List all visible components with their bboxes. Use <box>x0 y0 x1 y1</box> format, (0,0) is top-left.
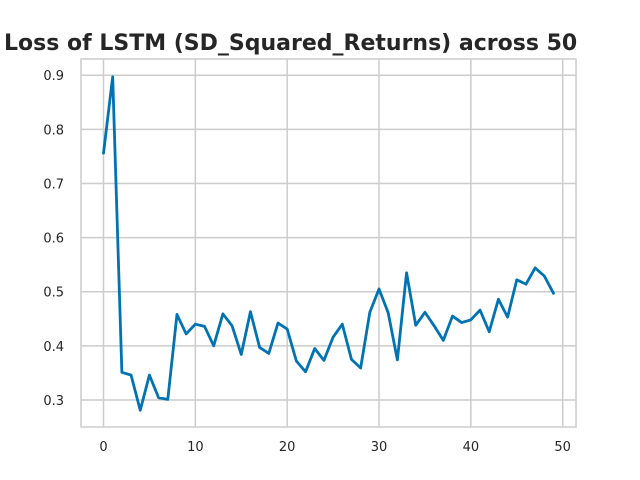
data-point <box>432 324 436 327</box>
data-point <box>102 151 105 155</box>
data-point <box>129 373 133 377</box>
x-axis: 0 10 20 30 40 50 <box>99 440 571 455</box>
data-point <box>414 324 417 327</box>
data-point <box>506 315 509 319</box>
data-point <box>359 366 362 370</box>
data-point <box>460 321 463 324</box>
data-point <box>175 313 179 316</box>
x-tick-label: 50 <box>554 440 571 455</box>
series-line-0 <box>102 75 555 412</box>
data-point <box>552 292 555 295</box>
x-tick-label: 20 <box>279 440 296 455</box>
data-point <box>368 311 372 314</box>
series-layer <box>102 75 555 412</box>
data-point <box>194 322 197 326</box>
x-tick-label: 10 <box>187 440 204 455</box>
data-point <box>111 75 114 79</box>
data-point <box>524 282 528 286</box>
data-point <box>322 359 326 362</box>
data-point <box>212 344 215 348</box>
data-point <box>341 322 344 326</box>
data-point <box>157 396 160 399</box>
data-point <box>120 371 124 374</box>
data-point <box>221 312 225 316</box>
data-point <box>488 330 491 333</box>
data-point <box>240 353 243 356</box>
data-point <box>295 359 298 363</box>
data-point <box>139 409 142 412</box>
data-point <box>230 324 234 327</box>
data-point <box>442 339 445 342</box>
data-point <box>451 314 454 318</box>
data-point <box>543 274 546 278</box>
data-point <box>469 318 473 322</box>
data-point <box>166 398 169 401</box>
data-point <box>377 287 381 291</box>
y-tick-label: 0.5 <box>43 286 64 301</box>
y-tick-label: 0.3 <box>43 394 64 409</box>
x-tick-label: 30 <box>371 440 388 455</box>
data-point <box>203 325 206 328</box>
data-point <box>249 310 252 313</box>
data-point <box>304 370 307 373</box>
data-point <box>533 266 537 270</box>
y-tick-label: 0.9 <box>43 69 64 84</box>
data-point <box>184 332 188 336</box>
data-point <box>386 311 390 315</box>
y-tick-label: 0.7 <box>43 177 64 192</box>
y-tick-label: 0.6 <box>43 232 64 247</box>
data-point <box>515 278 518 281</box>
data-point <box>497 298 500 301</box>
data-point <box>313 347 316 350</box>
x-tick-label: 40 <box>463 440 480 455</box>
chart-title: Loss of LSTM (SD_Squared_Returns) across… <box>4 31 577 56</box>
data-point <box>258 346 261 349</box>
plot-frame <box>80 58 577 428</box>
data-point <box>478 308 482 312</box>
y-tick-label: 0.4 <box>43 340 64 355</box>
data-point <box>423 311 427 314</box>
data-point <box>331 335 335 339</box>
y-axis: 0.3 0.4 0.5 0.6 0.7 0.8 0.9 <box>43 69 64 409</box>
x-tick-label: 0 <box>99 440 107 455</box>
data-point <box>350 358 353 361</box>
data-point <box>285 327 289 331</box>
data-point <box>148 373 151 377</box>
data-point <box>405 271 408 274</box>
data-point <box>267 352 271 355</box>
y-tick-label: 0.8 <box>43 123 64 138</box>
data-point <box>396 358 399 362</box>
data-point <box>276 321 280 325</box>
grid <box>81 59 576 427</box>
